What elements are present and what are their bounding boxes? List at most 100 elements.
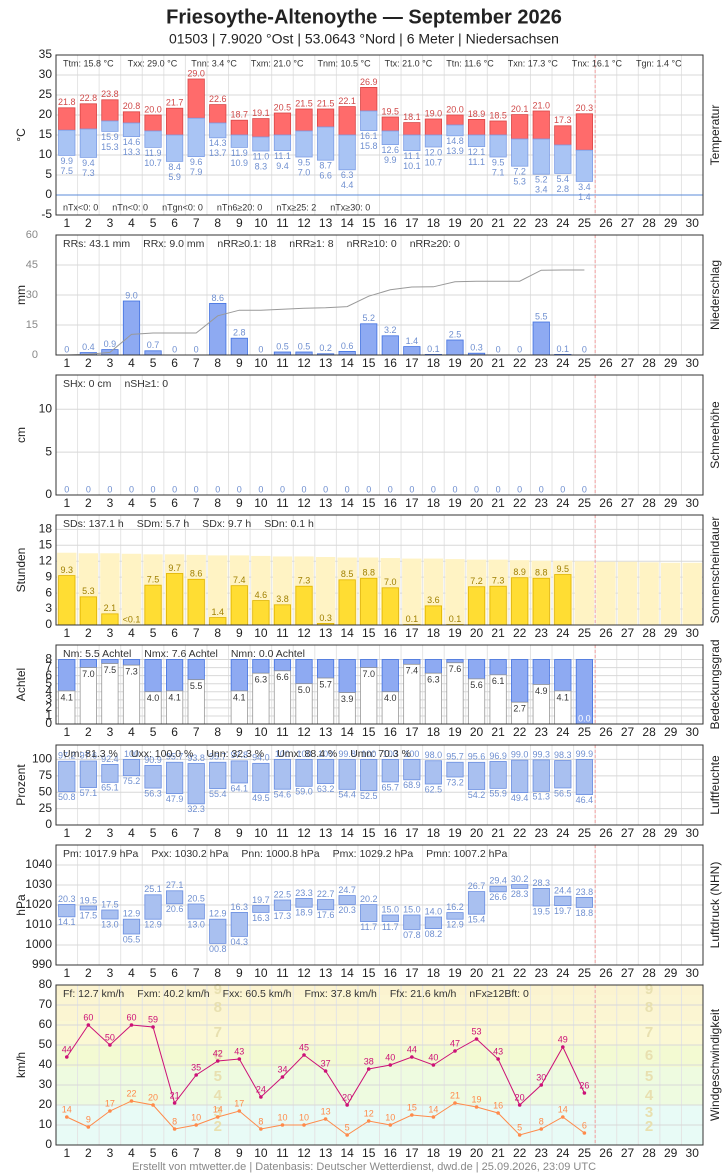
x-tick-label: 30 [686,966,700,980]
range-bar [252,905,270,913]
min-bar [295,130,313,158]
bar-label: 0 [302,484,307,494]
max-label: 22.8 [80,93,98,103]
range-bar [381,759,399,783]
cloud-top [511,659,529,703]
x-tick-label: 19 [448,826,462,840]
cloud-top [101,659,119,664]
x-tick-label: 1 [63,626,70,640]
beaufort-label: 6 [214,1047,222,1064]
x-tick-label: 26 [599,626,613,640]
min-bar [511,138,529,167]
max-label: 95.6 [468,752,486,762]
max-label: 28.3 [532,878,550,888]
y-tick-label: 35 [39,47,53,61]
y-tick-label: 0 [45,1137,52,1151]
max-bar [489,120,507,136]
side-label: Bedeckungsgrad [708,639,722,729]
point-label: 30 [536,1072,546,1082]
max-label: 21.8 [58,97,76,107]
possible-bar [100,553,120,625]
beaufort-label: 2 [645,1118,653,1135]
max-label: 21.0 [532,100,550,110]
bar [360,323,378,356]
stat: Um: 81.3 % [63,748,118,760]
max-label: 97.6 [80,750,98,760]
cloud-top [79,659,97,668]
bar-label: 1.4 [211,607,224,617]
bar [209,617,227,626]
y-tick-label: 50 [39,784,53,798]
x-tick-label: 8 [214,826,221,840]
x-tick-label: 9 [236,725,243,739]
min-label: 50.8 [58,792,76,802]
y2-tick-label: 45 [26,259,38,271]
cloud-top [381,659,399,693]
x-tick-label: 3 [107,626,114,640]
point-label: 14 [213,1104,223,1114]
bar [532,577,550,626]
x-tick-label: 30 [686,216,700,230]
x-tick-label: 20 [470,826,484,840]
stat: Txm: 21.0 °C [251,58,304,68]
bar [424,605,443,626]
x-tick-label: 7 [193,356,200,370]
x-tick-label: 23 [535,216,549,230]
beaufort-label: 4 [645,1087,654,1104]
max-label: 21.5 [317,98,335,108]
ground-min-label: 13.9 [446,146,464,156]
min-label: 14.1 [58,917,76,927]
min-label: 11.7 [360,922,377,932]
side-label: Niederschlag [708,260,722,330]
point [323,1117,328,1121]
cloud-top [316,659,335,679]
range-bar [230,912,248,937]
y-tick-label: -5 [41,207,52,221]
side-label: Windgeschwindigkeit [708,1008,722,1121]
x-tick-label: 13 [319,216,333,230]
min-label: 16.1 [360,131,378,141]
point [64,1115,69,1119]
x-tick-label: 4 [128,966,135,980]
x-tick-label: 14 [340,1146,354,1160]
ground-min-label: 4.4 [341,180,354,190]
min-bar [252,136,270,152]
x-tick-label: 7 [193,966,200,980]
x-tick-label: 20 [470,496,484,510]
max-label: 19.5 [80,895,98,905]
min-label: 3.4 [578,182,591,192]
x-tick-label: 28 [642,966,656,980]
bar-label: 0 [539,484,544,494]
point [259,1127,263,1131]
point-label: 35 [191,1062,201,1072]
min-label: 62.5 [425,784,443,794]
min-label: 11.9 [145,148,162,158]
cloud-top [554,659,572,692]
y-tick-label: 5 [45,167,52,181]
bar-label: 8.8 [535,568,548,578]
max-label: 20.5 [187,893,205,903]
beaufort-label: 5 [214,1068,222,1085]
point-label: 21 [450,1090,460,1100]
x-tick-label: 24 [556,626,570,640]
ground-min-label: 8.3 [255,161,268,171]
stat: Tgn: 1.4 °C [636,58,682,68]
x-tick-label: 13 [319,496,333,510]
bar [295,585,313,626]
x-tick-label: 4 [128,626,135,640]
x-tick-label: 4 [128,826,135,840]
y-tick-label: 30 [39,1077,53,1091]
bar-label: 0 [215,484,220,494]
x-tick-label: 11 [276,356,289,370]
bar [101,613,119,626]
x-tick-label: 19 [448,966,462,980]
point [517,1103,522,1107]
min-label: 19.7 [554,906,572,916]
range-bar [209,761,227,790]
stat: Txn: 17.3 °C [508,58,559,68]
beaufort-label: 6 [645,1047,653,1064]
x-tick-label: 8 [214,496,221,510]
y-axis-label: °C [14,128,28,142]
cloud-top [467,659,486,680]
min-bar [209,122,227,139]
